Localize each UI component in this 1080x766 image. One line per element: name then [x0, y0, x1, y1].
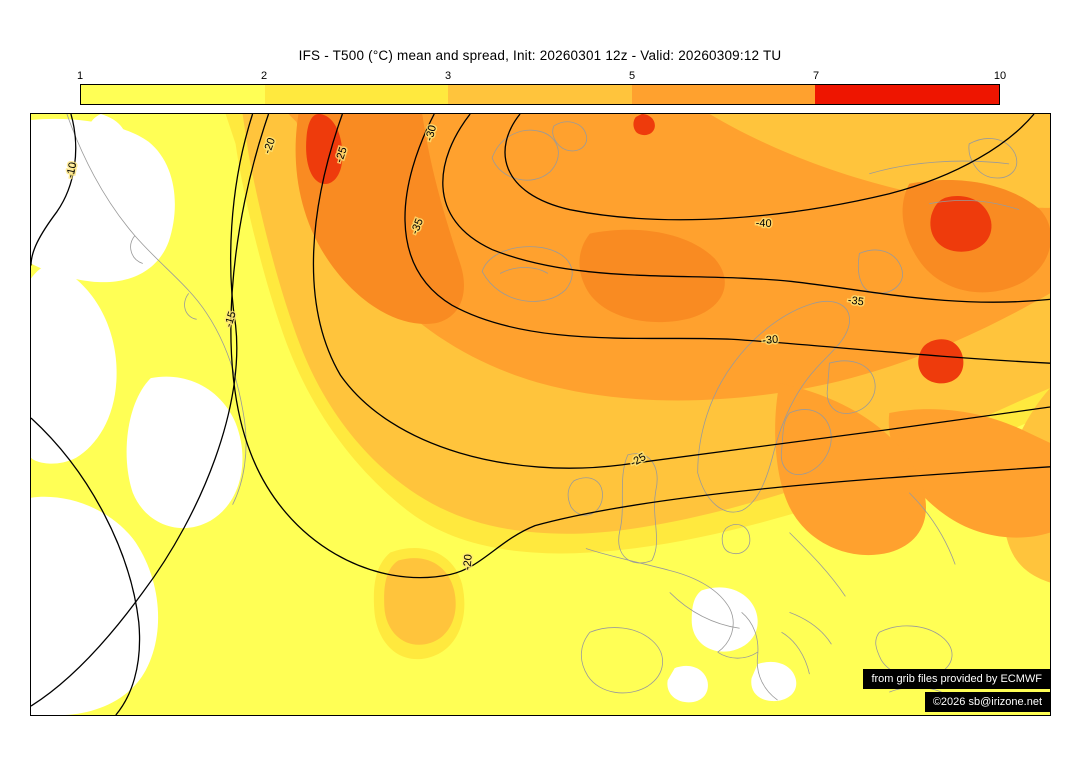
- spread-region: [126, 376, 243, 529]
- spread-region: [31, 496, 159, 715]
- contour-label: -10: [64, 161, 79, 179]
- contour-label: -30: [423, 124, 439, 142]
- spread-region: [918, 339, 964, 384]
- copyright-credit: ©2026 sb@irizone.net: [924, 692, 1050, 712]
- colorbar-segment: [81, 85, 265, 104]
- coastline: [968, 138, 1018, 179]
- temperature-contour: [31, 114, 254, 707]
- coastline: [567, 477, 603, 516]
- temperature-contour: [442, 114, 1050, 303]
- colorbar-tick: 10: [993, 70, 1007, 82]
- contour-label: -30: [762, 334, 779, 347]
- contour-layer: [31, 114, 1050, 715]
- spread-region: [775, 383, 926, 556]
- spread-region: [31, 263, 117, 464]
- coastline: [826, 360, 876, 414]
- colorbar: 1 2 3 5 7 10: [76, 70, 1006, 105]
- colorbar-segment: [815, 85, 999, 104]
- spread-region: [667, 665, 708, 703]
- coastline: [869, 160, 1020, 211]
- colorbar-tick: 5: [628, 70, 636, 82]
- contour-label: -20: [461, 554, 474, 571]
- coastline: [697, 301, 850, 513]
- colorbar-segment: [448, 85, 632, 104]
- temperature-contour: [504, 114, 1035, 221]
- spread-region: [633, 114, 655, 136]
- map-frame: -10 -15 -20 -20 -25 -25 -30 -30 -35 -35 …: [30, 113, 1051, 716]
- page-title: IFS - T500 (°C) mean and spread, Init: 2…: [298, 48, 782, 63]
- colorbar-ticks: 1 2 3 5 7 10: [76, 70, 1006, 84]
- colorbar-tick: 3: [444, 70, 452, 82]
- spread-region: [888, 409, 1050, 538]
- temperature-contour: [31, 114, 77, 266]
- contour-label-layer: -10 -15 -20 -20 -25 -25 -30 -30 -35 -35 …: [63, 122, 866, 572]
- spread-region: [86, 114, 127, 161]
- contour-label: -40: [756, 217, 772, 230]
- coastline: [858, 249, 903, 294]
- coastline: [585, 548, 734, 653]
- contour-label: -35: [847, 294, 864, 308]
- coastline: [581, 627, 663, 694]
- temperature-contour: [312, 114, 1050, 469]
- colorbar-tick: 7: [812, 70, 820, 82]
- spread-region: [384, 558, 456, 645]
- coastline: [781, 611, 832, 675]
- border-line: [669, 492, 956, 629]
- coastline: [721, 524, 751, 554]
- coastline: [717, 612, 778, 701]
- spread-region: [751, 661, 797, 702]
- data-source-credit: from grib files provided by ECMWF: [863, 669, 1050, 689]
- colorbar-tick: 2: [260, 70, 268, 82]
- colorbar-segment: [264, 85, 449, 104]
- spread-region: [691, 587, 758, 652]
- coastline: [781, 409, 832, 475]
- colorbar-tick: 1: [76, 70, 84, 82]
- coastline: [130, 235, 197, 320]
- coastline: [618, 453, 658, 564]
- temperature-contour: [230, 114, 1050, 579]
- spread-region: [31, 118, 175, 283]
- spread-region: [306, 114, 343, 185]
- coastline: [552, 121, 588, 152]
- colorbar-segment: [631, 85, 816, 104]
- colorbar-bar: [80, 84, 1000, 105]
- spread-fill-layer: [31, 114, 1050, 715]
- spread-region: [930, 195, 992, 252]
- weather-map: -10 -15 -20 -20 -25 -25 -30 -30 -35 -35 …: [31, 114, 1050, 715]
- coastline: [491, 129, 559, 181]
- temperature-contour: [404, 114, 1050, 364]
